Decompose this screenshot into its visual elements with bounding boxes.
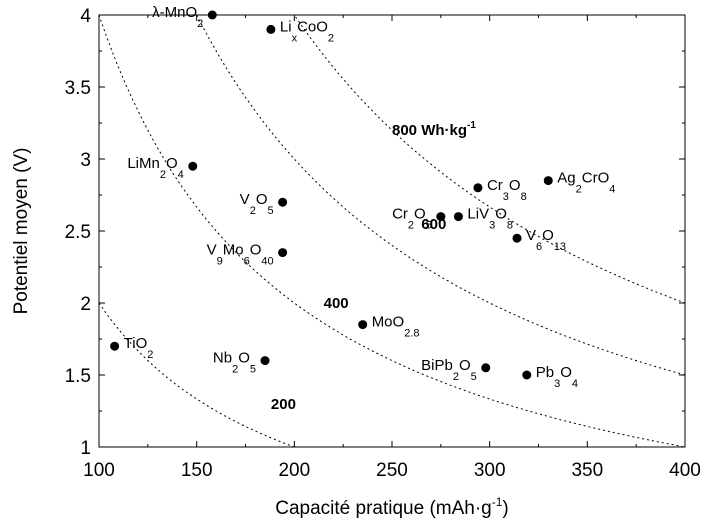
point-label: BiPb2O5 [421,357,477,383]
point-label: V9Mo6O40 [207,242,274,268]
point-label: MoO2.8 [372,314,420,340]
energy-curve-800 [293,15,685,304]
data-point [481,363,491,373]
y-tick-label: 1.5 [65,366,91,387]
point-label: LiMn2O4 [127,155,183,181]
y-axis: 1 1.5 2 2.5 3 3.5 4 [65,6,685,459]
y-tick-label: 3 [80,150,91,171]
y-axis-title: Potentiel moyen (V) [11,148,32,315]
data-point [110,341,120,351]
point-label: LixCoO2 [280,18,334,44]
data-points [110,10,553,380]
point-label: LiV3O8 [467,206,513,232]
data-point [473,183,483,193]
data-point [543,176,553,186]
x-axis: 100 150 200 250 300 350 400 [83,15,701,481]
point-label: Cr2O5 [392,206,432,232]
point-label: TiO2 [124,335,154,361]
x-axis-title: Capacité pratique (mAh·g-1) [275,495,509,519]
point-label: V2O5 [240,191,274,217]
data-point [436,212,446,222]
y-tick-label: 4 [80,6,91,27]
energy-curve-200 [99,302,296,447]
x-tick-label: 250 [376,460,408,481]
point-label: Ag2CrO4 [557,170,615,196]
y-tick-label: 2.5 [65,222,91,243]
energy-curve-600 [196,15,685,376]
data-point [207,10,217,20]
data-point [260,356,270,366]
data-point [278,248,288,258]
point-label: Nb2O5 [213,350,256,376]
point-label: λ-MnO2 [152,4,203,30]
x-tick-label: 150 [181,460,213,481]
x-tick-label: 200 [278,460,310,481]
plot-frame [98,14,686,448]
point-label: V6O13 [526,227,566,253]
x-tick-label: 300 [474,460,506,481]
x-tick-label: 350 [571,460,603,481]
y-tick-label: 1 [80,438,91,459]
energy-curve-label: 200 [271,396,296,413]
point-labels: λ-MnO2 LixCoO2 LiMn2O4 V2O5 V9Mo6O40 TiO2 Nb2O… [124,4,616,390]
point-label: Cr3O8 [487,177,527,203]
data-point [266,24,276,34]
data-point [512,233,522,243]
y-tick-label: 2 [80,294,91,315]
energy-curve-400 [99,15,685,447]
data-point [453,212,463,222]
energy-curve-label: 400 [324,295,349,312]
point-label: Pb3O4 [536,364,578,390]
x-tick-label: 400 [669,460,701,481]
data-point [358,320,368,330]
y-tick-label: 3.5 [65,78,91,99]
x-tick-label: 100 [83,460,115,481]
energy-curve-label: 800 Wh·kg-1 [392,120,476,139]
data-point [188,161,198,171]
data-point [522,370,532,380]
energy-curves [99,15,685,447]
data-point [278,197,288,207]
